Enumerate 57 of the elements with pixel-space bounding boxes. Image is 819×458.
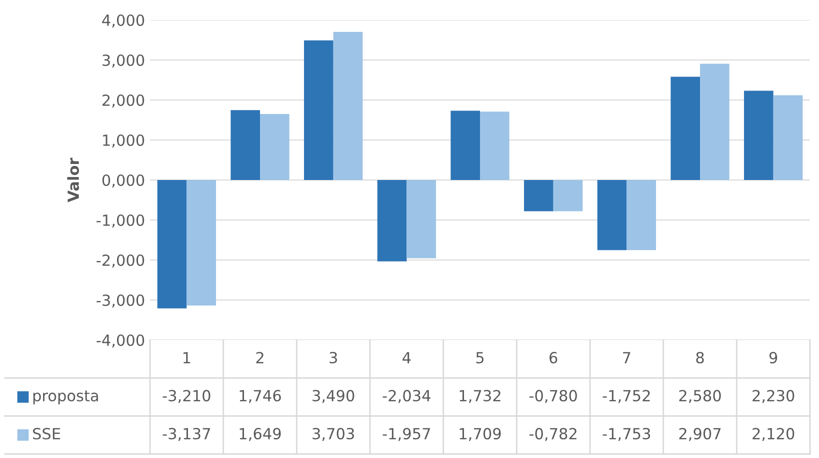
- y-tick-label: -4,000: [96, 334, 144, 348]
- data-label: -3,210: [162, 390, 210, 403]
- y-axis-title: Valor: [67, 158, 80, 202]
- bar: [700, 64, 730, 180]
- bar: [450, 110, 480, 180]
- bar: [480, 112, 510, 180]
- bar: [744, 90, 774, 180]
- data-label: -1,753: [602, 428, 650, 441]
- x-tick-label: 6: [550, 352, 558, 364]
- bar: [773, 95, 803, 180]
- bar: [333, 32, 363, 180]
- x-tick-label: 3: [330, 352, 337, 364]
- bar: [157, 180, 187, 308]
- x-tick-label: 9: [769, 352, 778, 364]
- bar: [304, 40, 334, 180]
- x-tick-label: 2: [256, 352, 264, 364]
- x-tick-label: 1: [183, 352, 190, 364]
- data-label: 2,230: [752, 390, 794, 403]
- bar: [260, 114, 290, 180]
- bar: [186, 180, 216, 306]
- data-label: -3,137: [162, 428, 210, 441]
- bar: [406, 180, 436, 258]
- legend-label: proposta: [33, 390, 98, 404]
- data-label: -1,957: [382, 428, 430, 441]
- y-tick-label: 0,000: [102, 174, 144, 188]
- data-label: 2,580: [679, 390, 721, 403]
- x-tick-label: 4: [402, 352, 411, 364]
- data-label: 1,732: [460, 390, 500, 403]
- x-tick-label: 7: [623, 352, 630, 364]
- y-tick-label: -1,000: [96, 214, 144, 228]
- x-tick-label: 8: [696, 352, 704, 364]
- y-tick-label: 4,000: [102, 14, 144, 28]
- bar: [626, 180, 656, 250]
- data-label: 2,120: [752, 428, 794, 441]
- data-label: -1,752: [602, 390, 650, 403]
- legend-label: SSE: [33, 428, 60, 440]
- bar: [597, 180, 627, 250]
- data-label: 1,746: [240, 390, 281, 403]
- data-label: 1,709: [460, 428, 501, 441]
- bar: [553, 180, 583, 212]
- y-tick-label: 2,000: [102, 94, 144, 108]
- y-tick-label: -3,000: [96, 294, 144, 308]
- data-label: 3,703: [312, 428, 354, 441]
- bar: [670, 76, 700, 180]
- y-tick-label: -2,000: [96, 254, 144, 268]
- data-label: 3,490: [312, 390, 354, 403]
- x-tick-label: 5: [476, 352, 484, 364]
- bar: [377, 180, 407, 262]
- y-tick-label: 3,000: [102, 54, 144, 68]
- bar: [524, 180, 554, 212]
- bar: [230, 110, 260, 180]
- data-label: -2,034: [382, 390, 430, 403]
- y-tick-label: 1,000: [103, 134, 144, 148]
- data-label: 1,649: [240, 428, 281, 441]
- data-label: -0,780: [529, 390, 577, 403]
- data-label: -0,782: [529, 428, 576, 441]
- data-label: 2,907: [679, 428, 721, 441]
